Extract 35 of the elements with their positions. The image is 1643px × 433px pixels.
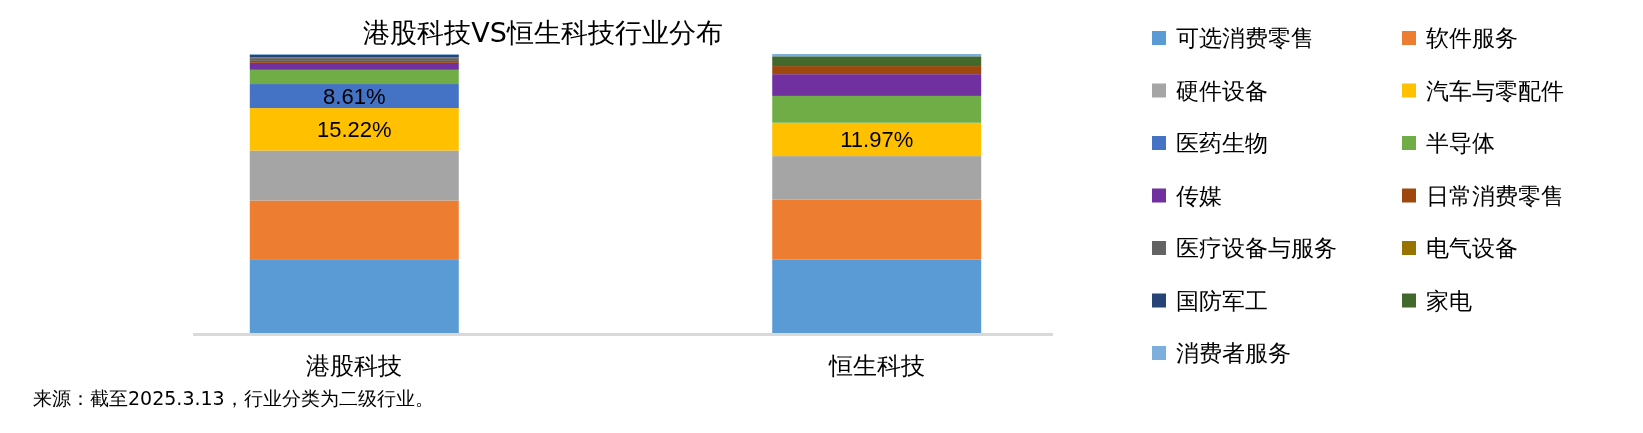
bar: [249, 69, 459, 85]
x-tick-label: 港股科技: [306, 352, 403, 380]
bar: [772, 95, 982, 123]
legend-label: 家电: [1426, 287, 1472, 314]
data-label: 11.97%: [840, 127, 914, 153]
legend-label: 传媒: [1176, 182, 1222, 209]
x-tick-label: 恒生科技: [827, 352, 925, 380]
legend-label: 消费者服务: [1176, 340, 1291, 367]
legend-label: 日常消费零售: [1426, 182, 1564, 209]
legend-label: 硬件设备: [1176, 77, 1268, 104]
legend-label: 软件服务: [1426, 25, 1518, 52]
chart-title: 港股科技VS恒生科技行业分布: [363, 17, 723, 48]
bar: [249, 84, 459, 109]
bar: [772, 74, 982, 96]
bar: [772, 66, 982, 75]
bar: [249, 150, 459, 201]
bar: [249, 108, 459, 151]
legend-label: 医药生物: [1176, 130, 1268, 157]
bar: [249, 259, 459, 333]
data-label: 15.22%: [316, 117, 392, 143]
bar: [249, 200, 459, 260]
legend-label: 可选消费零售: [1176, 25, 1314, 52]
legend-label: 半导体: [1426, 130, 1495, 157]
legend-label: 电气设备: [1426, 235, 1518, 262]
bar: [772, 259, 982, 333]
bar: [249, 62, 459, 70]
legend-label: 汽车与零配件: [1426, 77, 1564, 104]
bar: [772, 156, 982, 200]
legend-label: 国防军工: [1176, 287, 1268, 314]
legend-label: 医疗设备与服务: [1176, 235, 1337, 262]
bar: [772, 199, 982, 260]
bar: [772, 122, 982, 157]
source-note: 来源：截至2025.3.13，行业分类为二级行业。: [33, 387, 434, 409]
bar: [772, 56, 982, 67]
data-label: 8.61%: [323, 83, 386, 109]
